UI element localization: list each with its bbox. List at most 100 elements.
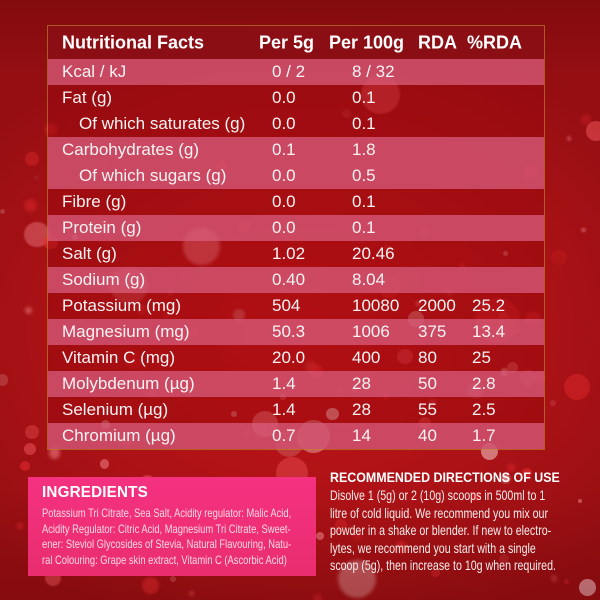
bokeh-circle	[232, 308, 246, 322]
value-per-5g: 0.0	[272, 166, 296, 185]
row-label: Vitamin C (mg)	[62, 348, 176, 367]
value-per-100g: 20.46	[352, 244, 395, 263]
bokeh-circle	[161, 311, 169, 319]
bokeh-circle	[498, 312, 510, 324]
value-per-5g: 0.40	[272, 270, 306, 289]
bokeh-circle	[563, 374, 590, 401]
bokeh-circle	[415, 301, 421, 306]
value-per-100g: 0.1	[352, 88, 376, 107]
table-row: Fat (g) 0.0 0.1	[48, 85, 544, 111]
directions-line: litre of cold liquid. We recommend you m…	[330, 504, 549, 521]
nutrition-facts-table: Nutritional Facts Per 5g Per 100g RDA %R…	[47, 25, 545, 450]
bokeh-circle	[502, 250, 509, 257]
table-row: Sodium (g) 0.40 8.04	[48, 267, 544, 293]
value-per-100g: 0.1	[352, 192, 376, 211]
table-row: Carbohydrates (g) 0.1 1.8	[48, 137, 544, 163]
bokeh-circle	[167, 290, 174, 297]
bokeh-circle	[431, 569, 440, 578]
bokeh-circle	[334, 519, 348, 532]
table-row: Of which sugars (g) 0.0 0.5	[48, 163, 544, 189]
value-per-100g: 8.04	[352, 270, 386, 289]
value-per-100g: 8 / 32	[352, 62, 395, 81]
value-per-5g: 1.4	[272, 374, 296, 393]
bokeh-circle	[341, 108, 351, 118]
bokeh-circle	[566, 136, 572, 142]
bokeh-circle	[141, 577, 159, 595]
bokeh-circle	[0, 374, 8, 386]
directions-panel: RECOMMENDED DIRECTIONS OF USE Disolve 1 …	[330, 470, 590, 575]
value-per-100g: 0.5	[352, 166, 376, 185]
row-label: Protein (g)	[62, 218, 142, 237]
directions-line: lytes, we recommend you start with a sin…	[330, 539, 536, 556]
value-per-5g: 1.02	[272, 244, 306, 263]
ingredients-text: Potassium Tri Citrate, Sea Salt, Acidity…	[42, 506, 316, 568]
bokeh-circle	[338, 560, 376, 598]
value-rda-pct: 25	[472, 348, 491, 367]
row-label: Molybdenum (µg)	[62, 374, 195, 393]
row-label: Chromium (µg)	[62, 426, 176, 445]
bokeh-circle	[459, 262, 466, 269]
row-label: Salt (g)	[62, 244, 117, 263]
value-per-100g: 1.8	[352, 140, 376, 159]
table-row: Magnesium (mg) 50.3 1006 375 13.4	[48, 319, 544, 345]
bokeh-circle	[135, 304, 147, 316]
table-row: Kcal / kJ 0 / 2 8 / 32	[48, 59, 544, 85]
value-per-100g: 10080	[352, 296, 400, 315]
bokeh-circle	[353, 530, 363, 540]
ingredients-title: INGREDIENTS	[42, 484, 148, 501]
value-rda: 55	[418, 400, 437, 419]
bokeh-circle	[394, 541, 407, 554]
row-label: Potassium (mg)	[62, 296, 182, 315]
ingredients-line: ener: Steviol Glycosides of Stevia, Natu…	[42, 537, 292, 551]
ingredients-line: ral Colouring: Grape skin extract, Vitam…	[42, 552, 287, 567]
table-header-row: Nutritional Facts Per 5g Per 100g RDA %R…	[48, 26, 544, 59]
directions-line: scoop (5g), then increase to 10g when re…	[330, 557, 556, 574]
value-per-5g: 50.3	[272, 322, 306, 341]
value-per-5g: 0.1	[272, 140, 296, 159]
bokeh-circle	[280, 394, 286, 401]
bokeh-circle	[550, 574, 558, 582]
bokeh-circle	[99, 459, 110, 469]
column-header-per-100g: Per 100g	[329, 32, 405, 52]
bokeh-circle	[429, 398, 436, 406]
value-rda-pct: 2.8	[472, 374, 496, 393]
ingredients-panel: INGREDIENTS Potassium Tri Citrate, Sea S…	[28, 477, 316, 576]
value-per-5g: 20.0	[272, 348, 306, 367]
table-row: Of which saturates (g) 0.0 0.1	[48, 111, 544, 137]
bokeh-circle	[414, 301, 420, 307]
bokeh-circle	[384, 244, 391, 252]
table-row: Vitamin C (mg) 20.0 400 80 25	[48, 345, 544, 371]
value-per-5g: 0 / 2	[272, 62, 306, 81]
bokeh-circle	[522, 467, 532, 477]
value-rda-pct: 1.7	[472, 426, 496, 445]
row-label: Of which sugars (g)	[79, 166, 227, 185]
value-per-5g: 0.0	[272, 218, 296, 237]
table-row: Selenium (µg) 1.4 28 55 2.5	[48, 397, 544, 423]
bokeh-circle	[23, 198, 37, 212]
bokeh-circle	[480, 301, 491, 312]
bokeh-circle	[315, 532, 324, 541]
column-header-rda-pct: %RDA	[467, 32, 523, 52]
bokeh-circle	[585, 120, 600, 142]
bokeh-circle	[312, 593, 323, 600]
value-per-100g: 28	[352, 400, 371, 419]
value-per-100g: 0.1	[352, 114, 376, 133]
row-label: Of which saturates (g)	[79, 114, 246, 133]
value-per-5g: 504	[272, 296, 301, 315]
bokeh-circle	[551, 249, 567, 266]
bokeh-circle	[124, 351, 142, 369]
row-label: Fat (g)	[62, 88, 113, 107]
table-row: Protein (g) 0.0 0.1	[48, 215, 544, 241]
value-per-5g: 0.0	[272, 88, 296, 107]
bokeh-circle	[579, 579, 597, 596]
bokeh-circle	[25, 152, 39, 166]
table-row: Chromium (µg) 0.7 14 40 1.7	[48, 423, 544, 449]
value-per-100g: 0.1	[352, 218, 376, 237]
bokeh-circle	[19, 460, 30, 471]
value-rda: 2000	[418, 296, 456, 315]
value-per-5g: 0.0	[272, 114, 296, 133]
bokeh-circle	[48, 446, 61, 459]
value-per-100g: 14	[352, 426, 371, 445]
table-row: Salt (g) 1.02 20.46	[48, 241, 544, 267]
bokeh-circle	[501, 473, 511, 483]
